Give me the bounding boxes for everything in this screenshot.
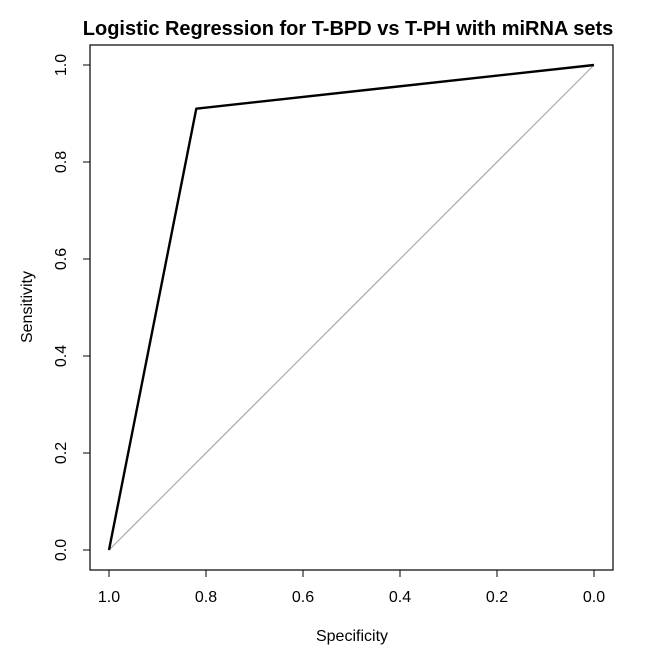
chart-title: Logistic Regression for T-BPD vs T-PH wi… [83, 18, 613, 40]
x-tick-label: 0.0 [583, 589, 605, 606]
x-tick-label: 0.4 [389, 589, 411, 606]
y-tick-label: 0.0 [53, 539, 70, 561]
y-tick-label: 0.6 [53, 248, 70, 270]
plot-lines [107, 63, 595, 551]
y-tick-label: 0.2 [53, 442, 70, 464]
y-axis-title: Sensitivity [19, 271, 36, 343]
plot-frame [89, 44, 614, 571]
x-tick-label: 0.8 [195, 589, 217, 606]
x-tick-label: 0.6 [292, 589, 314, 606]
y-tick-label: 0.4 [53, 345, 70, 367]
x-tick-label: 1.0 [98, 589, 120, 606]
x-tick-label: 0.2 [486, 589, 508, 606]
roc-curve-line [107, 63, 595, 551]
x-axis: 1.0 0.8 0.6 0.4 0.2 0.0 [98, 570, 605, 606]
y-tick-label: 1.0 [53, 54, 70, 76]
y-tick-label: 0.8 [53, 151, 70, 173]
reference-diagonal-line [108, 64, 595, 551]
y-axis: 0.0 0.2 0.4 0.6 0.8 1.0 [53, 54, 90, 561]
x-axis-title: Specificity [316, 628, 388, 645]
